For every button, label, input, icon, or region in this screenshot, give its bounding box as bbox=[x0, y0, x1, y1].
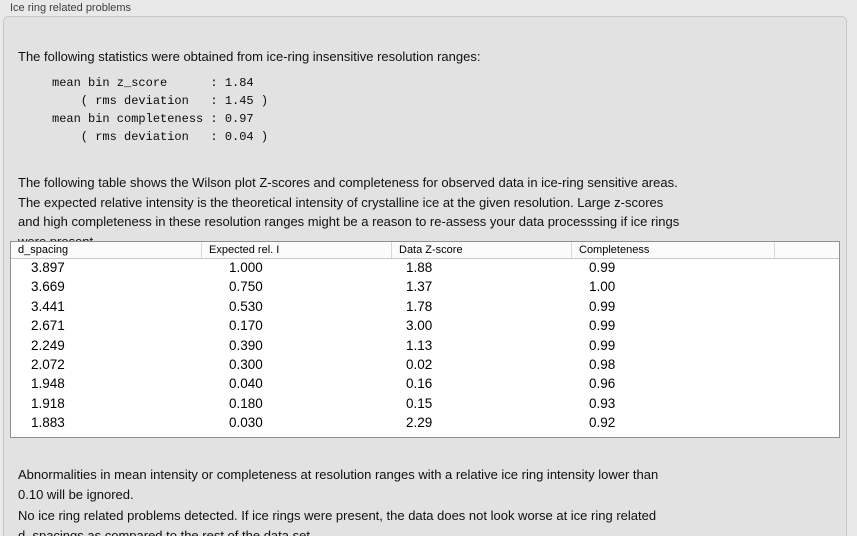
cell-data-z-score: 0.15 bbox=[406, 395, 433, 411]
cell-expected-rel-i: 0.300 bbox=[229, 356, 263, 372]
cell-expected-rel-i: 0.170 bbox=[229, 318, 263, 334]
cell-completeness: 0.99 bbox=[589, 298, 616, 314]
cell-data-z-score: 2.29 bbox=[406, 415, 433, 431]
cell-expected-rel-i: 0.180 bbox=[229, 395, 263, 411]
cell-completeness: 0.96 bbox=[589, 376, 616, 392]
cell-expected-rel-i: 0.530 bbox=[229, 298, 263, 314]
panel-title: Ice ring related problems bbox=[10, 2, 132, 14]
header-cell-d-spacing[interactable]: d_spacing bbox=[18, 244, 69, 256]
cell-data-z-score: 1.88 bbox=[406, 260, 433, 275]
cell-spacer bbox=[774, 337, 839, 356]
cell-spacer bbox=[774, 278, 839, 297]
cell-data-z-score: 1.13 bbox=[406, 337, 433, 353]
stats-intro-text: The following statistics were obtained f… bbox=[18, 49, 481, 64]
cell-completeness: 0.99 bbox=[589, 318, 616, 334]
cell-spacer bbox=[774, 298, 839, 317]
table-row[interactable]: 1.948 0.040 0.16 0.96 bbox=[11, 375, 839, 394]
cell-spacer bbox=[774, 259, 839, 278]
cell-expected-rel-i: 0.030 bbox=[229, 415, 263, 431]
cell-data-z-score: 0.16 bbox=[406, 376, 433, 392]
cell-expected-rel-i: 0.390 bbox=[229, 337, 263, 353]
header-cell-empty[interactable] bbox=[774, 242, 839, 258]
cell-d-spacing: 3.897 bbox=[31, 260, 65, 275]
cell-completeness: 1.00 bbox=[589, 279, 616, 295]
table-row[interactable]: 3.669 0.750 1.37 1.00 bbox=[11, 278, 839, 297]
table-description: The following table shows the Wilson plo… bbox=[18, 175, 680, 249]
cell-spacer bbox=[774, 395, 839, 414]
header-cell-data-z-score[interactable]: Data Z-score bbox=[391, 242, 571, 258]
table-body: 3.897 1.000 1.88 0.99 3.669 0.750 1.37 1.00 3.44… bbox=[11, 259, 839, 434]
cell-data-z-score: 3.00 bbox=[406, 318, 433, 334]
cell-data-z-score: 0.02 bbox=[406, 356, 433, 372]
ignore-note: Abnormalities in mean intensity or compl… bbox=[18, 467, 659, 502]
table-row[interactable]: 1.918 0.180 0.15 0.93 bbox=[11, 395, 839, 414]
cell-spacer bbox=[774, 414, 839, 433]
stats-block: mean bin z_score : 1.84 ( rms deviation … bbox=[52, 76, 269, 144]
header-cell-completeness[interactable]: Completeness bbox=[571, 242, 774, 258]
conclusion-text: No ice ring related problems detected. I… bbox=[18, 508, 657, 536]
cell-completeness: 0.99 bbox=[589, 260, 616, 275]
cell-expected-rel-i: 1.000 bbox=[229, 260, 263, 275]
table-row[interactable]: 2.671 0.170 3.00 0.99 bbox=[11, 317, 839, 336]
cell-spacer bbox=[774, 317, 839, 336]
cell-data-z-score: 1.37 bbox=[406, 279, 433, 295]
cell-spacer bbox=[774, 356, 839, 375]
table-row[interactable]: 1.883 0.030 2.29 0.92 bbox=[11, 414, 839, 433]
table-header: d_spacing Expected rel. I Data Z-score Comp… bbox=[11, 242, 839, 259]
cell-completeness: 0.92 bbox=[589, 415, 616, 431]
cell-completeness: 0.99 bbox=[589, 337, 616, 353]
cell-d-spacing: 2.072 bbox=[31, 356, 65, 372]
cell-d-spacing: 3.669 bbox=[31, 279, 65, 295]
cell-d-spacing: 1.883 bbox=[31, 415, 65, 431]
table-row[interactable]: 2.072 0.300 0.02 0.98 bbox=[11, 356, 839, 375]
cell-completeness: 0.98 bbox=[589, 356, 616, 372]
cell-expected-rel-i: 0.750 bbox=[229, 279, 263, 295]
header-cell-expected-rel-i[interactable]: Expected rel. I bbox=[201, 242, 391, 258]
cell-d-spacing: 1.948 bbox=[31, 376, 65, 392]
table-row[interactable]: 2.249 0.390 1.13 0.99 bbox=[11, 337, 839, 356]
cell-expected-rel-i: 0.040 bbox=[229, 376, 263, 392]
cell-d-spacing: 2.671 bbox=[31, 318, 65, 334]
wilson-zscore-table[interactable]: d_spacing Expected rel. I Data Z-score Comp… bbox=[10, 241, 840, 438]
cell-data-z-score: 1.78 bbox=[406, 298, 433, 314]
cell-d-spacing: 1.918 bbox=[31, 395, 65, 411]
cell-d-spacing: 2.249 bbox=[31, 337, 65, 353]
cell-completeness: 0.93 bbox=[589, 395, 616, 411]
cell-d-spacing: 3.441 bbox=[31, 298, 65, 314]
cell-spacer bbox=[774, 375, 839, 394]
table-row[interactable]: 3.441 0.530 1.78 0.99 bbox=[11, 298, 839, 317]
table-row[interactable]: 3.897 1.000 1.88 0.99 bbox=[11, 259, 839, 278]
